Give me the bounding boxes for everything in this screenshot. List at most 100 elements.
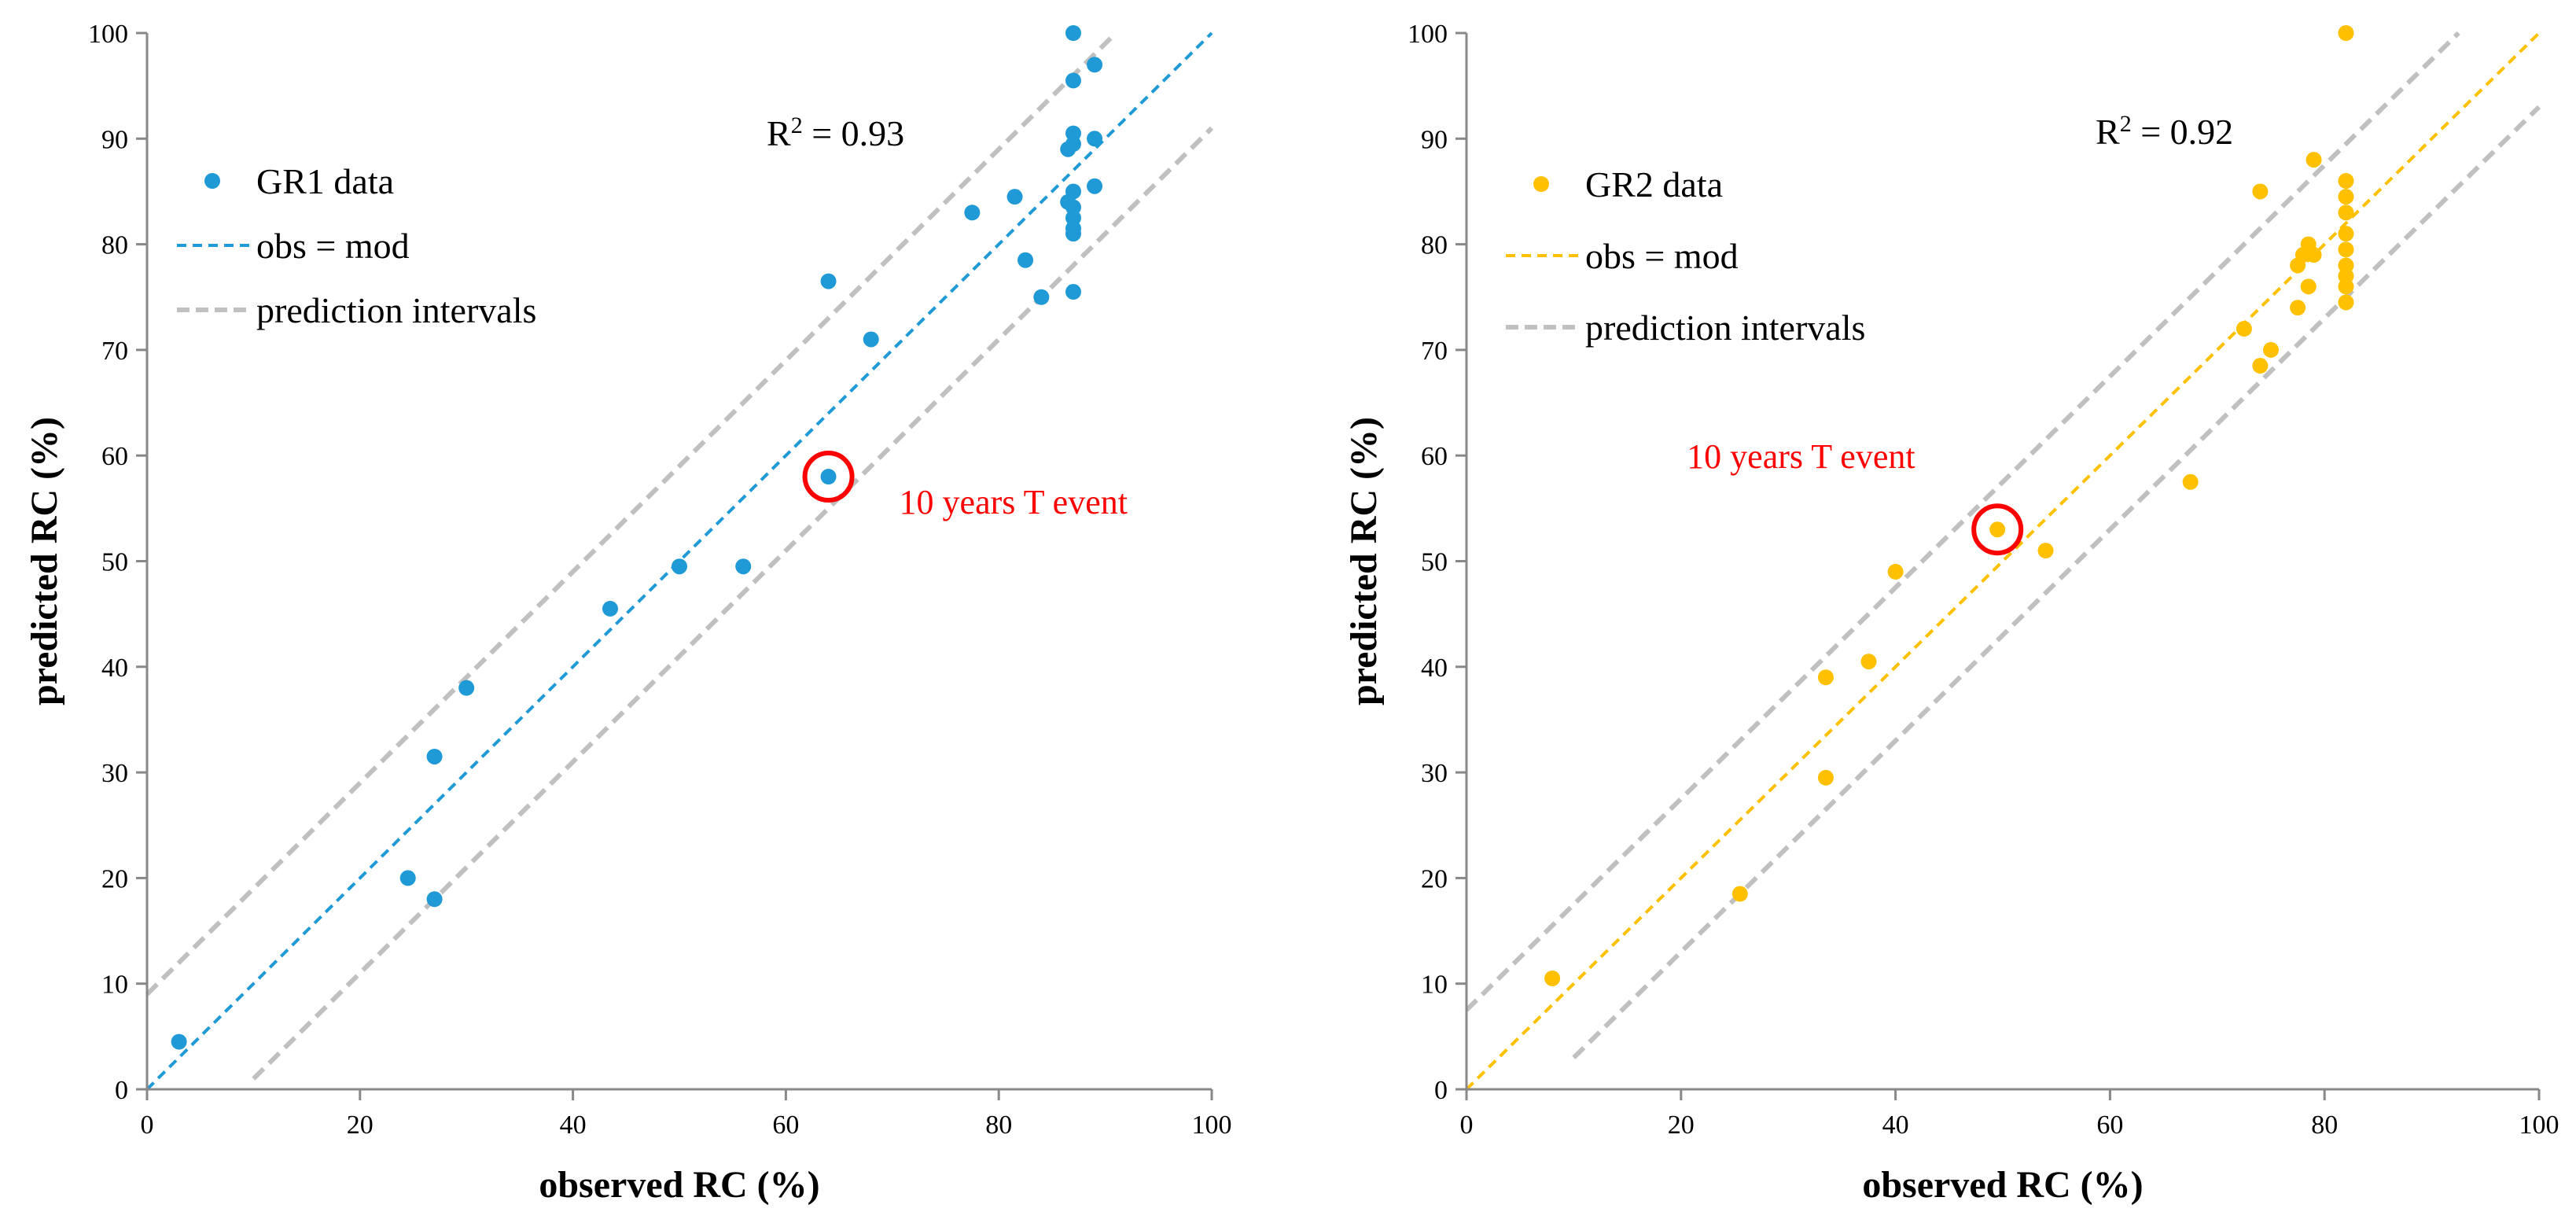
data-point <box>2182 473 2199 490</box>
legend: GR2 data obs = mod prediction intervals <box>1506 164 1865 348</box>
obs-mod-line <box>145 31 1213 1091</box>
y-tick-label: 100 <box>1408 20 1448 49</box>
legend-label-obs-mod: obs = mod <box>1585 236 1739 276</box>
axis-ticks: 0 10 20 30 40 50 60 70 80 90 100 0 20 40 60 80 100 <box>1408 20 2559 1140</box>
legend-label-data: GR1 data <box>256 161 394 201</box>
legend-label-prediction-intervals: prediction intervals <box>256 290 536 330</box>
data-point <box>2338 226 2354 242</box>
y-tick-label: 10 <box>101 971 128 1000</box>
data-point <box>2338 294 2354 311</box>
x-tick-label: 80 <box>985 1111 1012 1140</box>
data-point <box>1087 178 1103 194</box>
data-point <box>2306 152 2322 168</box>
y-tick-label: 0 <box>1434 1076 1448 1105</box>
data-point <box>863 331 879 348</box>
legend-marker-data <box>1533 176 1549 192</box>
data-point <box>1033 289 1050 305</box>
annotation-label: 10 years T event <box>900 483 1128 521</box>
data-point <box>1065 284 1081 300</box>
r2-label: R2 = 0.93 <box>767 112 904 154</box>
legend-label-data: GR2 data <box>1585 164 1723 204</box>
data-point <box>1065 183 1081 200</box>
x-tick-label: 20 <box>1668 1111 1695 1140</box>
x-tick-label: 0 <box>1460 1111 1474 1140</box>
y-tick-label: 40 <box>101 654 128 683</box>
legend-label-obs-mod: obs = mod <box>256 226 410 266</box>
data-point <box>1989 521 2006 538</box>
data-point <box>2252 358 2269 374</box>
y-tick-label: 40 <box>1421 654 1448 683</box>
data-point <box>1065 136 1081 153</box>
y-tick-label: 60 <box>1421 442 1448 471</box>
legend-marker-data <box>204 173 220 189</box>
panel-gr2: 0 10 20 30 40 50 60 70 80 90 100 0 20 40 60 80 100 10 ye… <box>1343 20 2559 1206</box>
data-point <box>1087 131 1103 147</box>
data-point <box>820 469 837 485</box>
data-point <box>426 748 443 764</box>
highlight-circle <box>1971 503 2024 556</box>
y-tick-label: 80 <box>1421 231 1448 260</box>
x-tick-label: 0 <box>141 1111 154 1140</box>
data-point <box>2236 321 2252 337</box>
data-point <box>1887 563 1904 580</box>
data-point <box>2300 278 2317 295</box>
data-point <box>820 273 837 289</box>
legend: GR1 data obs = mod prediction intervals <box>177 161 536 330</box>
data-point <box>2338 25 2354 41</box>
data-point <box>399 870 416 886</box>
y-tick-label: 10 <box>1421 971 1448 1000</box>
y-tick-label: 30 <box>101 759 128 788</box>
x-tick-label: 20 <box>347 1111 374 1140</box>
data-point <box>426 891 443 908</box>
y-tick-label: 80 <box>101 231 128 260</box>
y-tick-label: 50 <box>101 548 128 577</box>
y-tick-label: 20 <box>1421 864 1448 893</box>
data-point <box>1065 226 1081 242</box>
data-point <box>2252 183 2269 200</box>
x-tick-label: 80 <box>2311 1111 2338 1140</box>
y-tick-label: 100 <box>88 20 128 49</box>
data-points <box>1544 25 2354 986</box>
data-point <box>2338 204 2354 221</box>
y-tick-label: 30 <box>1421 759 1448 788</box>
data-point <box>1065 72 1081 89</box>
r2-r: R <box>767 113 791 153</box>
x-tick-label: 100 <box>2519 1111 2559 1140</box>
prediction-interval-lower-line <box>252 126 1214 1081</box>
data-point <box>2263 341 2279 358</box>
y-axis-label: predicted RC (%) <box>1343 417 1385 705</box>
data-point <box>1817 669 1834 686</box>
data-point <box>1006 189 1023 205</box>
data-point <box>602 600 618 617</box>
r2-sup: 2 <box>2120 111 2132 137</box>
data-point <box>735 558 752 575</box>
x-tick-label: 60 <box>772 1111 799 1140</box>
legend-label-prediction-intervals: prediction intervals <box>1585 308 1865 348</box>
data-points <box>171 25 1103 1050</box>
y-tick-label: 90 <box>1421 125 1448 154</box>
data-point <box>1544 970 1561 986</box>
r2-value: = 0.93 <box>803 113 904 153</box>
data-point <box>2306 247 2322 263</box>
data-point <box>2338 189 2354 205</box>
data-point <box>1860 654 1877 670</box>
y-tick-label: 50 <box>1421 548 1448 577</box>
highlight-circle <box>802 451 855 503</box>
annotation-label: 10 years T event <box>1687 437 1915 476</box>
x-tick-label: 60 <box>2096 1111 2123 1140</box>
data-point <box>1731 886 1748 902</box>
data-point <box>171 1033 187 1050</box>
prediction-interval-upper-line <box>145 31 1118 996</box>
r2-sup: 2 <box>791 112 803 138</box>
data-point <box>2338 173 2354 190</box>
x-tick-label: 40 <box>560 1111 587 1140</box>
axis-ticks: 0 10 20 30 40 50 60 70 80 90 100 0 20 40 60 80 100 <box>88 20 1232 1140</box>
data-point <box>1018 252 1034 268</box>
y-tick-label: 70 <box>101 337 128 366</box>
data-point <box>2290 300 2306 316</box>
data-point <box>2338 278 2354 295</box>
r2-value: = 0.92 <box>2132 112 2233 152</box>
r2-r: R <box>2096 112 2120 152</box>
reference-lines <box>145 31 1214 1091</box>
